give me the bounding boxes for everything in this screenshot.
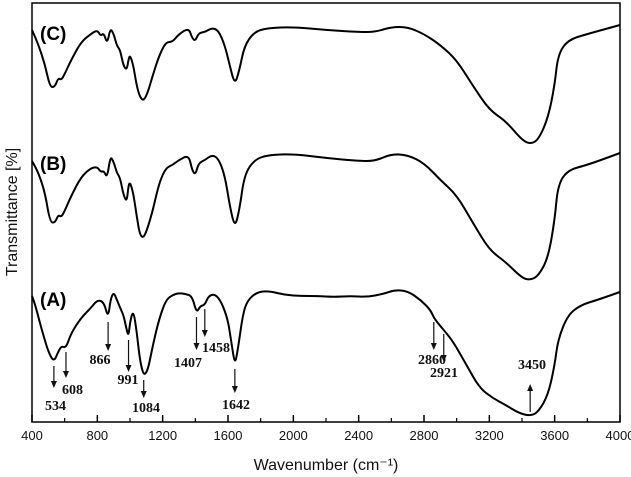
- peak-label: 866: [90, 353, 111, 368]
- trace-c: [31, 24, 621, 144]
- x-tick-label: 3600: [540, 428, 569, 443]
- trace-a: [31, 289, 621, 417]
- peak-annotation-991: 991: [118, 340, 139, 388]
- peak-label: 2860: [418, 353, 446, 368]
- arrow-down-icon: [201, 330, 208, 337]
- peak-annotation-1458: 1458: [201, 309, 230, 356]
- x-tick-label: 2000: [279, 428, 308, 443]
- arrow-down-icon: [193, 343, 200, 350]
- x-tick-label: 1200: [148, 428, 177, 443]
- x-tick-label: 4000: [606, 428, 631, 443]
- peak-annotation-866: 866: [90, 322, 112, 368]
- spectra-traces: [31, 24, 621, 417]
- trace-b: [31, 152, 621, 281]
- peak-annotation-608: 608: [62, 352, 83, 398]
- x-axis-ticks: [31, 415, 621, 422]
- trace-label-c: (C): [40, 24, 66, 45]
- x-tick-label: 2800: [410, 428, 439, 443]
- arrow-down-icon: [140, 391, 147, 398]
- peak-annotation-1642: 1642: [222, 369, 250, 413]
- peak-label: 2921: [430, 366, 458, 381]
- arrow-down-icon: [440, 355, 447, 362]
- arrow-down-icon: [50, 381, 57, 388]
- x-tick-label: 400: [21, 428, 43, 443]
- arrow-down-icon: [125, 365, 132, 372]
- peak-annotation-3450: 3450: [518, 358, 546, 412]
- x-tick-label: 1600: [214, 428, 243, 443]
- peak-label: 1407: [174, 356, 202, 371]
- arrow-down-icon: [231, 386, 238, 393]
- x-tick-label: 2400: [344, 428, 373, 443]
- peak-label: 1084: [132, 401, 160, 416]
- peak-annotation-2921: 2921: [430, 334, 458, 381]
- peak-annotation-534: 534: [45, 366, 66, 414]
- peak-label: 991: [118, 373, 139, 388]
- peak-label: 608: [62, 383, 83, 398]
- peak-label: 1642: [222, 398, 250, 413]
- peak-label: 534: [45, 399, 66, 414]
- x-axis-title: Wavenumber (cm⁻¹): [254, 457, 399, 474]
- peak-annotation-1084: 1084: [132, 380, 160, 416]
- arrow-down-icon: [62, 371, 69, 378]
- arrow-up-icon: [527, 384, 534, 391]
- x-axis-tick-labels: 400 800 1200 1600 2000 2400 2800 3200 3600 4000: [21, 428, 631, 443]
- y-axis-title: Transmittance [%]: [4, 148, 21, 276]
- arrow-down-icon: [105, 344, 112, 351]
- x-tick-label: 3200: [475, 428, 504, 443]
- trace-label-b: (B): [40, 154, 66, 175]
- peak-annotation-2860: 2860: [418, 322, 446, 368]
- peak-label: 3450: [518, 358, 546, 373]
- x-tick-label: 800: [86, 428, 108, 443]
- peak-annotation-1407: 1407: [174, 317, 202, 371]
- peak-label: 1458: [202, 341, 230, 356]
- arrow-down-icon: [430, 343, 437, 350]
- trace-label-a: (A): [40, 290, 66, 311]
